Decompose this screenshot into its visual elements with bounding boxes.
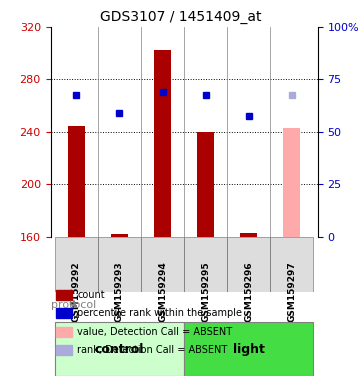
Text: GSM159294: GSM159294 <box>158 262 167 323</box>
Bar <box>56 327 72 337</box>
Bar <box>56 308 72 318</box>
Bar <box>283 128 300 237</box>
Bar <box>68 126 85 237</box>
Text: control: control <box>95 343 144 356</box>
Text: value, Detection Call = ABSENT: value, Detection Call = ABSENT <box>77 327 232 337</box>
Text: GSM159295: GSM159295 <box>201 262 210 322</box>
FancyBboxPatch shape <box>55 237 98 293</box>
Bar <box>197 132 214 237</box>
Text: GSM159292: GSM159292 <box>72 262 81 322</box>
Bar <box>56 290 72 300</box>
FancyBboxPatch shape <box>270 237 313 293</box>
Text: GSM159293: GSM159293 <box>115 262 124 322</box>
Text: GSM159297: GSM159297 <box>287 262 296 323</box>
FancyBboxPatch shape <box>184 237 227 293</box>
Bar <box>56 345 72 355</box>
Text: light: light <box>233 343 265 356</box>
Text: GDS3107 / 1451409_at: GDS3107 / 1451409_at <box>100 10 261 23</box>
Text: percentile rank within the sample: percentile rank within the sample <box>77 308 242 318</box>
Bar <box>240 233 257 237</box>
Text: protocol: protocol <box>51 300 97 310</box>
Text: count: count <box>77 290 105 300</box>
FancyBboxPatch shape <box>141 237 184 293</box>
Bar <box>154 50 171 237</box>
FancyBboxPatch shape <box>184 322 313 376</box>
Text: GSM159296: GSM159296 <box>244 262 253 322</box>
FancyBboxPatch shape <box>98 237 141 293</box>
Bar <box>111 234 128 237</box>
Text: rank, Detection Call = ABSENT: rank, Detection Call = ABSENT <box>77 345 227 355</box>
FancyBboxPatch shape <box>55 322 184 376</box>
FancyBboxPatch shape <box>227 237 270 293</box>
